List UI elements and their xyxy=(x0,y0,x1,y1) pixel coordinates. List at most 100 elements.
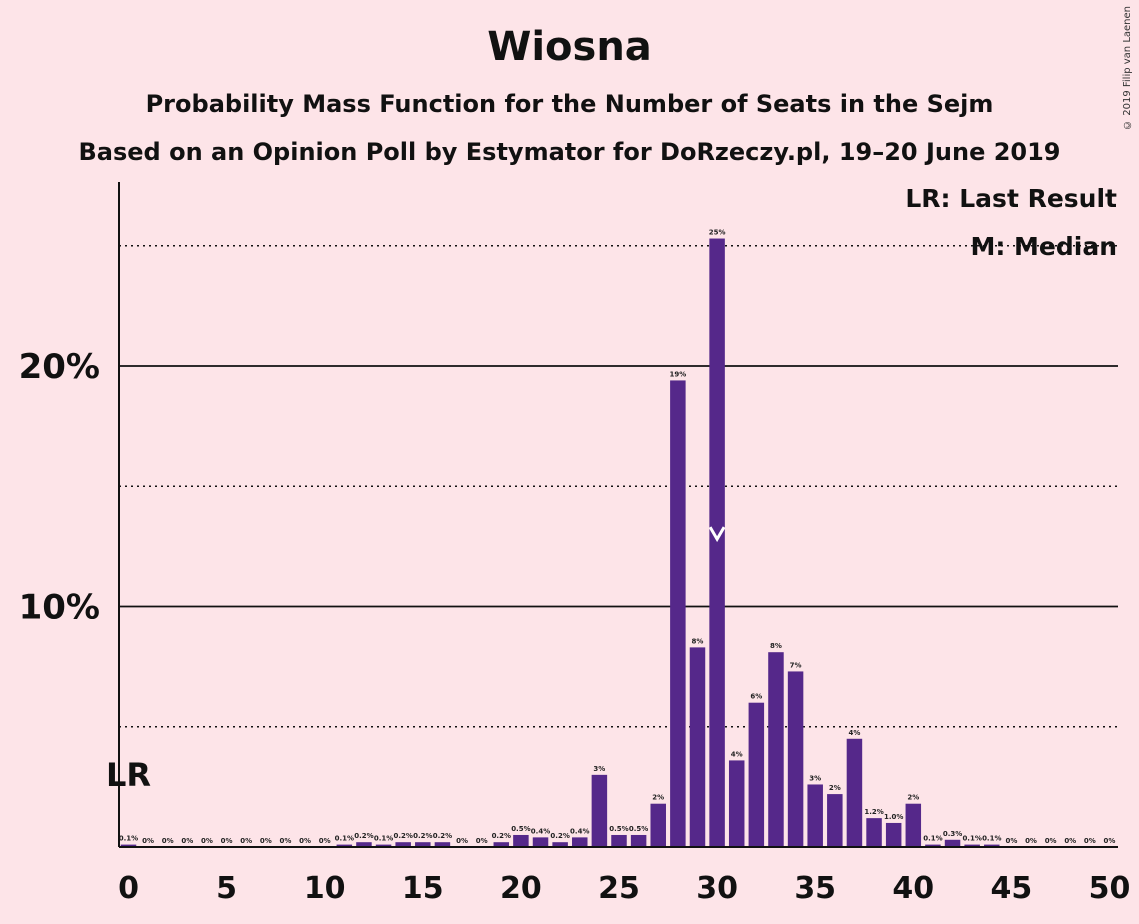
bar xyxy=(984,844,1000,847)
bar xyxy=(415,842,431,847)
x-tick-label: 15 xyxy=(402,871,444,906)
bar-value-label: 0.3% xyxy=(943,830,962,838)
bar-value-label: 2% xyxy=(907,794,919,802)
bar xyxy=(572,837,588,847)
x-tick-label: 25 xyxy=(598,871,640,906)
bar-value-label: 0.1% xyxy=(962,835,981,843)
bar xyxy=(748,702,765,847)
bar xyxy=(964,844,980,847)
bar xyxy=(513,834,529,847)
bar-value-label: 0.2% xyxy=(413,832,432,840)
bar-value-label: 0% xyxy=(299,837,311,845)
legend-last-result: LR: Last Result xyxy=(905,184,1117,213)
x-tick-label: 50 xyxy=(1089,871,1131,906)
bar xyxy=(375,844,392,847)
bar-value-label: 0.1% xyxy=(335,835,354,843)
bar-value-label: 0.5% xyxy=(609,825,628,833)
bar-value-label: 0% xyxy=(162,837,174,845)
x-tick-label: 35 xyxy=(794,871,836,906)
bar xyxy=(709,238,725,847)
bar-value-label: 0% xyxy=(1005,837,1017,845)
bar xyxy=(611,834,627,847)
bar-value-label: 0% xyxy=(201,837,213,845)
bar-value-label: 0% xyxy=(1104,837,1116,845)
bar xyxy=(493,842,510,847)
bar-value-label: 0% xyxy=(1025,837,1037,845)
x-tick-label: 0 xyxy=(118,871,139,906)
bar xyxy=(905,803,922,847)
last-result-marker: LR xyxy=(106,756,151,794)
bar-value-label: 0.4% xyxy=(531,827,550,835)
bar-value-label: 0.2% xyxy=(393,832,412,840)
bar xyxy=(434,842,451,847)
bar xyxy=(689,647,706,847)
bar-value-label: 0.1% xyxy=(923,835,942,843)
x-tick-label: 10 xyxy=(304,871,346,906)
bar xyxy=(670,380,686,847)
bar xyxy=(552,842,568,847)
bar-value-label: 0% xyxy=(319,837,331,845)
bar-value-label: 0% xyxy=(1064,837,1076,845)
bar-value-label: 3% xyxy=(809,774,821,782)
bar-value-label: 0% xyxy=(260,837,272,845)
x-tick-label: 45 xyxy=(991,871,1033,906)
bar xyxy=(846,738,863,847)
median-marker xyxy=(708,526,726,543)
bar xyxy=(866,818,882,847)
bar-value-label: 0.5% xyxy=(511,825,530,833)
bar xyxy=(925,844,941,847)
x-tick-label: 5 xyxy=(216,871,237,906)
bar xyxy=(787,671,804,847)
bar xyxy=(120,844,137,847)
bar-value-label: 0.2% xyxy=(492,832,511,840)
bar-value-label: 4% xyxy=(731,750,743,758)
bar-value-label: 8% xyxy=(770,642,782,650)
bar-value-label: 0.1% xyxy=(374,835,393,843)
bar xyxy=(630,834,647,847)
chart-title: Wiosna xyxy=(487,24,652,70)
bar-value-label: 0% xyxy=(1045,837,1057,845)
bar-value-label: 0% xyxy=(1084,837,1096,845)
x-tick-label: 20 xyxy=(500,871,542,906)
bar-value-label: 0.1% xyxy=(119,835,138,843)
bar xyxy=(728,760,745,847)
x-tick-label: 40 xyxy=(892,871,934,906)
bar-value-label: 0% xyxy=(221,837,233,845)
bar-value-label: 8% xyxy=(692,637,704,645)
bar-value-label: 25% xyxy=(709,229,726,237)
bar-value-label: 19% xyxy=(669,370,686,378)
bar-value-label: 0.5% xyxy=(629,825,648,833)
bar xyxy=(591,774,608,847)
bar-value-label: 1.0% xyxy=(884,813,903,821)
bar-value-label: 0.1% xyxy=(982,835,1001,843)
chart-subtitle: Probability Mass Function for the Number… xyxy=(145,90,994,118)
bar xyxy=(395,842,411,847)
bar xyxy=(807,784,823,847)
bar xyxy=(650,803,666,847)
bar-value-label: 0.2% xyxy=(550,832,569,840)
bar xyxy=(768,652,784,847)
chart-source: Based on an Opinion Poll by Estymator fo… xyxy=(78,138,1061,166)
bar-value-label: 0% xyxy=(142,837,154,845)
bar xyxy=(827,794,843,847)
bar-value-label: 0.2% xyxy=(354,832,373,840)
bar-value-label: 0% xyxy=(456,837,468,845)
bar xyxy=(356,842,372,847)
bar-value-label: 1.2% xyxy=(864,808,883,816)
y-tick-label: 10% xyxy=(19,588,100,628)
bar-value-label: 0% xyxy=(280,837,292,845)
bar-value-label: 2% xyxy=(652,794,664,802)
y-tick-label: 20% xyxy=(19,347,100,387)
bar xyxy=(944,839,961,847)
bar-value-label: 2% xyxy=(829,784,841,792)
bar-value-label: 4% xyxy=(848,729,860,737)
bar xyxy=(532,837,549,847)
bar-value-label: 0% xyxy=(240,837,252,845)
bar-value-label: 6% xyxy=(750,693,762,701)
bar-value-label: 0.2% xyxy=(433,832,452,840)
x-tick-label: 30 xyxy=(696,871,738,906)
bar-value-label: 0.4% xyxy=(570,827,589,835)
bar xyxy=(336,844,353,847)
bar-value-label: 0% xyxy=(476,837,488,845)
